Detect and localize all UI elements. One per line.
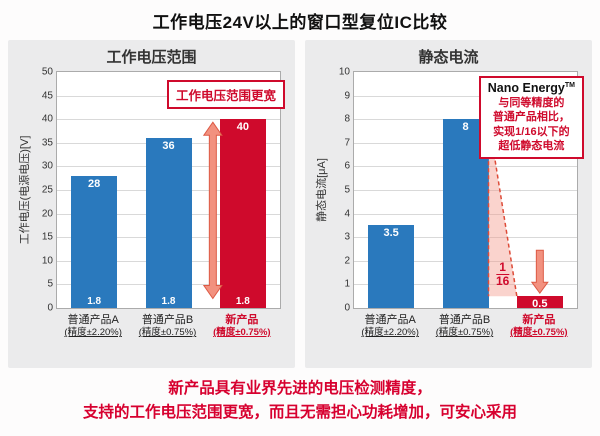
y-tick-label: 15 [41, 231, 53, 243]
voltage-range-chart-panel: 工作电压范围 工作电压(电源电压)[V] 0 5 10 15 20 25 30 35 40 45 5… [8, 40, 295, 368]
right-x-axis-labels: 普通产品A (精度±2.20%) 普通产品B (精度±0.75%) 新产品 (精度±0.7… [353, 313, 578, 349]
bar-base-label: 1.8 [161, 295, 176, 307]
bar-1: 3.5 [368, 225, 415, 308]
x-category-label: 新产品 (精度±0.75%) [510, 313, 567, 340]
category-precision: (精度±2.20%) [64, 327, 122, 339]
bar-3: 40 1.8 [219, 119, 266, 308]
annotation-line: 普通产品相比， [492, 111, 570, 124]
y-tick-label: 35 [41, 137, 53, 149]
footer-line-1: 新产品具有业界先进的电压检测精度， [168, 380, 432, 397]
right-y-axis-label: 静态电流[μA] [316, 158, 328, 222]
x-category-label: 新产品 (精度±0.75%) [213, 313, 270, 340]
x-category-label: 普通产品B (精度±0.75%) [139, 313, 196, 340]
left-x-axis-labels: 普通产品A (精度±2.20%) 普通产品B (精度±0.75%) 新产品 (精度±0.7… [56, 313, 281, 349]
category-name: 普通产品B [438, 314, 491, 326]
y-tick-label: 9 [344, 90, 350, 102]
y-tick-label: 2 [344, 255, 350, 267]
bar-value-label: 0.5 [532, 298, 548, 311]
bar-base-label: 1.8 [87, 295, 102, 307]
y-tick-label: 8 [344, 113, 350, 125]
y-tick-label: 0 [344, 302, 350, 314]
y-tick-label: 1 [344, 278, 350, 290]
chart-overlay [202, 121, 223, 300]
x-category-label: 普通产品A (精度±2.20%) [64, 313, 121, 340]
category-name: 新产品 [522, 314, 556, 326]
nano-energy-title: Nano EnergyTM [487, 81, 575, 95]
y-tick-label: 50 [41, 66, 53, 78]
ratio-numerator: 1 [495, 261, 510, 275]
category-precision: (精度±0.75%) [510, 327, 568, 339]
category-name: 普通产品A [364, 314, 416, 326]
category-precision: (精度±0.75%) [138, 327, 197, 339]
page-title: 工作电压24V以上的窗口型复位IC比较 [152, 13, 448, 32]
right-chart-title: 静态电流 [418, 49, 479, 66]
y-tick-label: 0 [47, 302, 53, 314]
annotation-line: 实现1/16以下的 [493, 125, 570, 138]
bar-value-label: 3.5 [383, 227, 399, 240]
y-tick-label: 10 [41, 255, 53, 267]
y-tick-label: 25 [41, 184, 53, 196]
y-tick-label: 3 [344, 231, 350, 243]
left-chart-title: 工作电压范围 [106, 49, 197, 66]
bar-value-label: 36 [162, 140, 175, 153]
y-tick-label: 40 [41, 113, 53, 125]
left-plot-area: 0 5 10 15 20 25 30 35 40 45 50 28 1.8 36 1.8 40 1.8 [42, 67, 281, 314]
bar-value-label: 40 [236, 121, 249, 134]
footer-text: 新产品具有业界先进的电压检测精度， 支持的工作电压范围更宽，而且无需担心功耗增加… [8, 377, 592, 425]
annotation-wider-voltage-range: 工作电压范围更宽 [166, 80, 285, 109]
y-tick-label: 7 [344, 137, 350, 149]
category-name: 普通产品A [67, 314, 119, 326]
bar-base-label: 1.8 [235, 295, 250, 307]
category-precision: (精度±2.20%) [361, 327, 419, 339]
annotation-nano-energy: Nano EnergyTM 与同等精度的 普通产品相比， 实现1/16以下的 超… [478, 76, 584, 160]
left-y-axis-label-wrap: 工作电压(电源电压)[V] [18, 71, 31, 309]
annotation-line: 与同等精度的 [498, 97, 565, 109]
y-tick-label: 45 [41, 90, 53, 102]
bar-value-label: 8 [462, 121, 469, 134]
gridline [57, 119, 280, 121]
y-tick-label: 10 [338, 66, 350, 78]
bar-1: 28 1.8 [71, 175, 118, 308]
range-double-arrow [202, 121, 223, 300]
category-precision: (精度±0.75%) [213, 327, 271, 339]
bar-2: 36 1.8 [145, 138, 192, 308]
gridline [354, 95, 577, 97]
footer-line-2: 支持的工作电压范围更宽，而且无需担心功耗增加，可安心采用 [82, 404, 517, 422]
ratio-label: 1 16 [495, 261, 510, 288]
y-tick-label: 30 [41, 160, 53, 172]
y-tick-label: 5 [344, 184, 350, 196]
quiescent-current-chart-panel: 静态电流 静态电流[μA] 0 1 2 3 4 5 6 7 8 9 10 3.5 8 0.5 1 16 普通产… [305, 40, 592, 368]
ratio-denominator: 16 [495, 273, 510, 288]
category-name: 普通产品B [141, 314, 194, 326]
y-tick-label: 6 [344, 160, 350, 172]
category-precision: (精度±0.75%) [435, 327, 494, 339]
trademark-symbol: TM [564, 81, 575, 89]
y-tick-label: 4 [344, 208, 350, 220]
x-category-label: 普通产品A (精度±2.20%) [361, 313, 418, 340]
category-name: 新产品 [225, 314, 259, 326]
left-chart-body: 工作电压(电源电压)[V] 0 5 10 15 20 25 30 35 40 45 50 28 1.8 3… [19, 67, 281, 314]
x-category-label: 普通产品B (精度±0.75%) [436, 313, 493, 340]
bar-3: 0.5 [516, 296, 563, 311]
bar-value-label: 28 [88, 177, 101, 190]
right-y-axis-label-wrap: 静态电流[μA] [315, 71, 328, 309]
annotation-line: 超低静态电流 [498, 139, 565, 152]
charts-row: 工作电压范围 工作电压(电源电压)[V] 0 5 10 15 20 25 30 35 40 45 5… [8, 40, 592, 368]
y-tick-label: 20 [41, 208, 53, 220]
y-tick-label: 5 [47, 278, 53, 290]
down-arrow [530, 249, 549, 295]
left-y-axis-label: 工作电压(电源电压)[V] [19, 135, 31, 245]
